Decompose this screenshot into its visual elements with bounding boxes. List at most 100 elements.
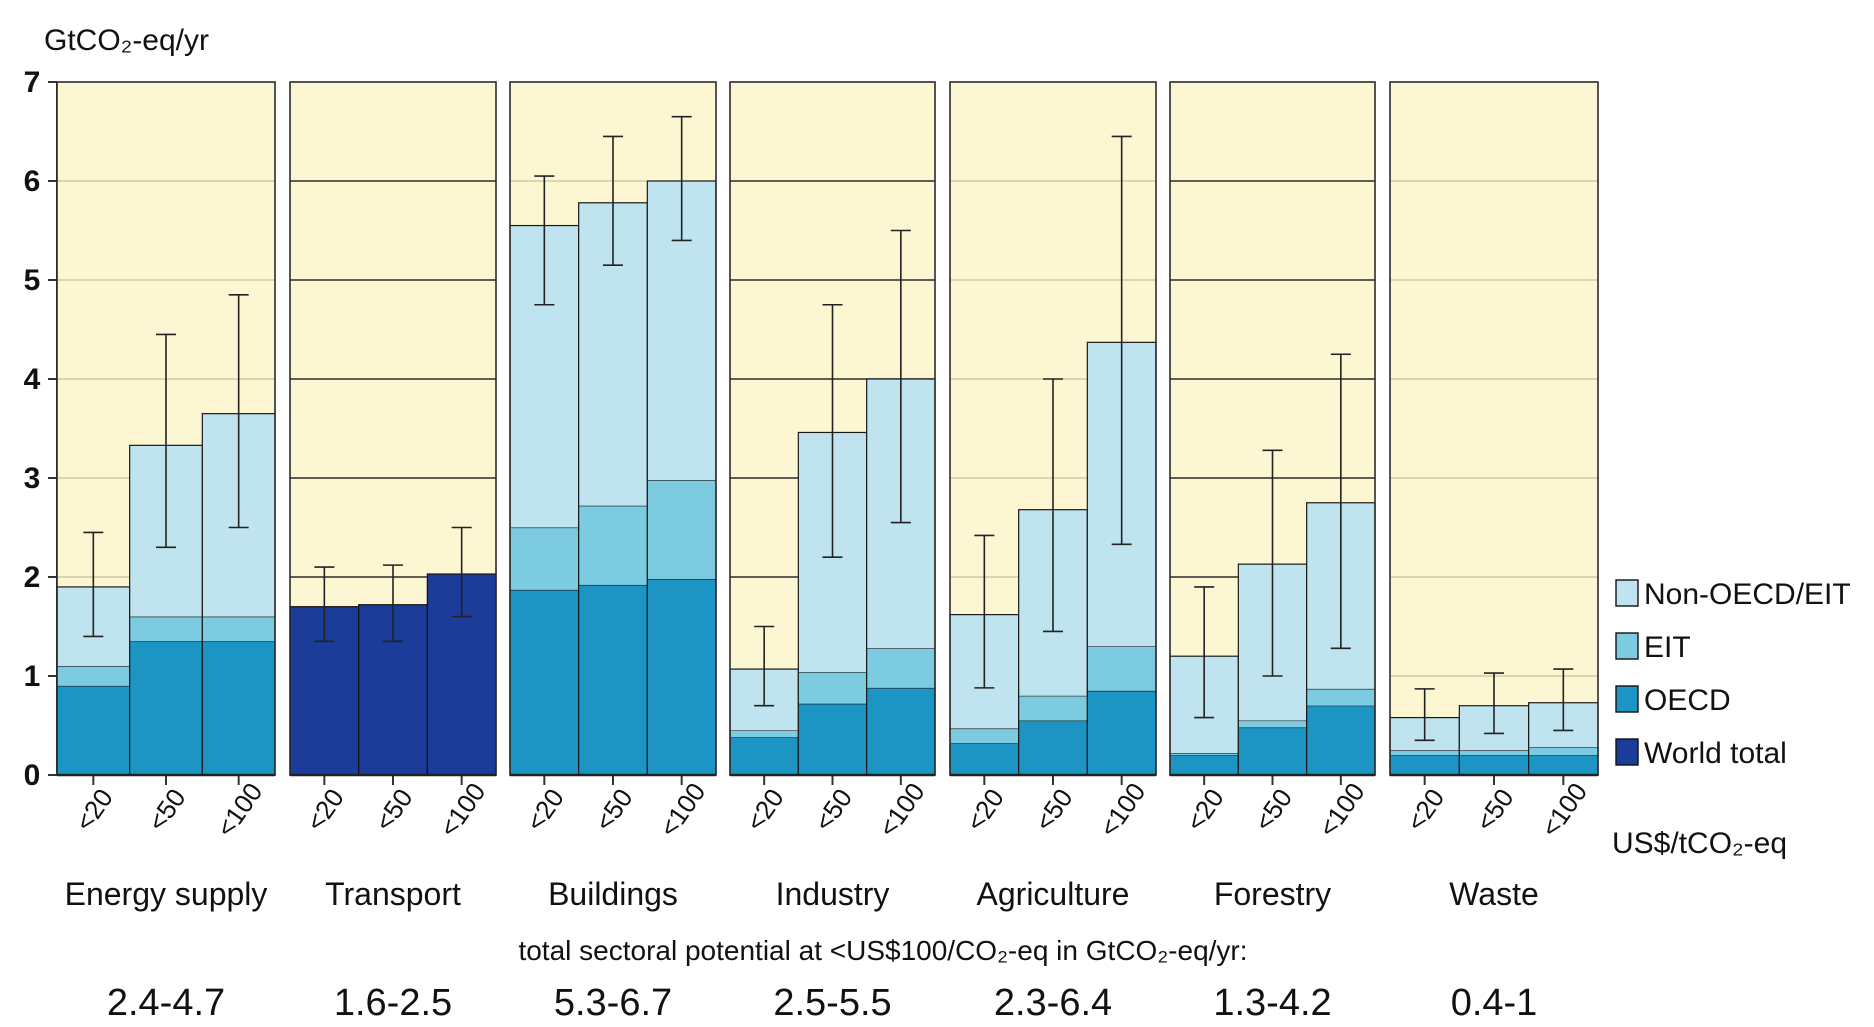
sector-name: Transport	[325, 876, 461, 912]
bar-stack	[646, 115, 717, 776]
bar-stack	[129, 333, 203, 776]
bar-segment-eit	[1170, 753, 1239, 756]
sector-name: Industry	[776, 876, 890, 912]
bar-segment-oecd	[578, 584, 648, 775]
sector-panel: <20 <50 <100 Agriculture 2.3-6.4	[949, 81, 1157, 1024]
bar-segment-oecd	[1459, 755, 1529, 775]
sector-panels: <20 <50 <100 Energy supply 2.4-4.7 <20 <50 <100…	[56, 81, 1599, 1024]
bar-stack	[1086, 135, 1157, 776]
bar-segment-oecd	[950, 743, 1019, 775]
sector-potential-range: 1.3-4.2	[1213, 982, 1331, 1024]
bar-stack	[1528, 668, 1599, 776]
bar-segment-oecd	[647, 578, 716, 775]
legend-label: World total	[1644, 737, 1787, 770]
bar-segment-eit	[647, 479, 716, 579]
x-tick-label: <20	[520, 783, 570, 836]
legend-entry: World total	[1615, 737, 1787, 770]
y-tick-label: 4	[24, 363, 41, 396]
bar-segment-oecd	[730, 737, 799, 775]
sector-panel: <20 <50 <100 Energy supply 2.4-4.7	[56, 81, 276, 1024]
sector-panel: <20 <50 <100 Buildings 5.3-6.7	[509, 81, 717, 1024]
x-tick-label: <100	[210, 777, 268, 842]
bar-stack	[797, 303, 868, 776]
y-tick-label: 5	[24, 264, 41, 297]
bar-stack	[949, 534, 1020, 776]
x-tick-label: <50	[1470, 783, 1520, 836]
bar-segment-eit	[1087, 646, 1156, 691]
x-tick-label: <20	[1180, 783, 1230, 836]
legend-entry: Non-OECD/EIT	[1615, 578, 1851, 611]
legend-entry: EIT	[1615, 631, 1691, 664]
bar-segment-eit	[202, 616, 275, 642]
bar-segment-eit	[1238, 720, 1307, 728]
bar-segment-eit	[730, 730, 799, 738]
bar-segment-eit	[950, 728, 1019, 744]
bar-segment-eit	[1528, 747, 1598, 756]
bar-segment-oecd	[1170, 755, 1239, 775]
legend-label: Non-OECD/EIT	[1644, 578, 1851, 611]
sector-potential-range: 0.4-1	[1451, 982, 1538, 1024]
bar-stack	[1018, 378, 1088, 776]
x-tick-label: <100	[1312, 777, 1370, 842]
bar-segment-oecd	[129, 641, 203, 775]
sector-panel: <20 <50 <100 Transport 1.6-2.5	[289, 81, 497, 1024]
sector-name: Agriculture	[977, 876, 1130, 912]
x-tick-label: <20	[960, 783, 1010, 836]
bar-segment-eit	[1459, 750, 1529, 756]
sector-potential-range: 2.4-4.7	[107, 982, 225, 1024]
bar-stack	[1389, 688, 1460, 776]
sector-name: Buildings	[548, 876, 678, 912]
bar-segment-oecd	[510, 589, 579, 775]
y-tick-label: 3	[24, 462, 41, 495]
bar-segment-oecd	[866, 687, 935, 775]
sector-potential-range: 5.3-6.7	[554, 982, 672, 1024]
x-tick-label: <20	[300, 783, 350, 836]
sector-potential-range: 1.6-2.5	[334, 982, 452, 1024]
sector-name: Forestry	[1214, 876, 1331, 912]
x-tick-label: <50	[369, 783, 419, 836]
bar-segment-oecd	[1306, 705, 1375, 775]
bar-stack	[289, 566, 360, 776]
x-tick-label: <20	[740, 783, 790, 836]
legend: Non-OECD/EIT EIT OECD World total	[1615, 578, 1851, 770]
bar-segment-eit	[57, 666, 130, 686]
x-tick-label: <20	[1400, 783, 1450, 836]
y-tick-label: 2	[24, 561, 41, 594]
bar-stack	[729, 625, 799, 776]
bar-segment-eit	[1018, 695, 1088, 721]
x-tick-label: <100	[433, 777, 491, 842]
y-axis-label: GtCO₂-eq/yr	[44, 24, 209, 57]
legend-entry: OECD	[1615, 684, 1731, 717]
x-tick-label: <50	[142, 783, 192, 836]
bar-segment-eit	[129, 616, 203, 642]
x-tick-label: <50	[1029, 783, 1079, 836]
bar-stack	[1306, 353, 1376, 776]
x-tick-label: <50	[808, 783, 858, 836]
bar-segment-oecd	[1087, 690, 1156, 775]
bar-segment-oecd	[1528, 755, 1598, 775]
sector-potential-range: 2.5-5.5	[773, 982, 891, 1024]
y-tick-label: 0	[24, 759, 41, 792]
sectoral-potential-note: total sectoral potential at <US$100/CO₂-…	[518, 935, 1247, 966]
bar-segment-oecd	[1018, 720, 1088, 775]
sector-potential-range: 2.3-6.4	[994, 982, 1112, 1024]
sector-panel: <20 <50 <100 Waste 0.4-1	[1389, 81, 1599, 1024]
x-tick-label: <50	[1248, 783, 1298, 836]
bar-stack	[201, 294, 276, 776]
bar-segment-oecd	[57, 685, 130, 775]
legend-swatch	[1615, 685, 1639, 713]
x-tick-label: <50	[589, 783, 639, 836]
bar-segment-oecd	[1390, 755, 1460, 775]
y-tick-label: 6	[24, 165, 41, 198]
sector-panel: <20 <50 <100 Industry 2.5-5.5	[729, 81, 936, 1024]
bar-stack	[1458, 672, 1530, 776]
x-tick-label: <100	[1535, 777, 1593, 842]
x-tick-label: <100	[872, 777, 930, 842]
bar-stack	[358, 564, 428, 776]
price-unit-label: US$/tCO₂-eq	[1612, 827, 1787, 860]
x-tick-label: <100	[1093, 777, 1151, 842]
y-tick-label: 7	[24, 66, 41, 99]
x-tick-label: <20	[69, 783, 119, 836]
legend-label: OECD	[1644, 684, 1731, 717]
